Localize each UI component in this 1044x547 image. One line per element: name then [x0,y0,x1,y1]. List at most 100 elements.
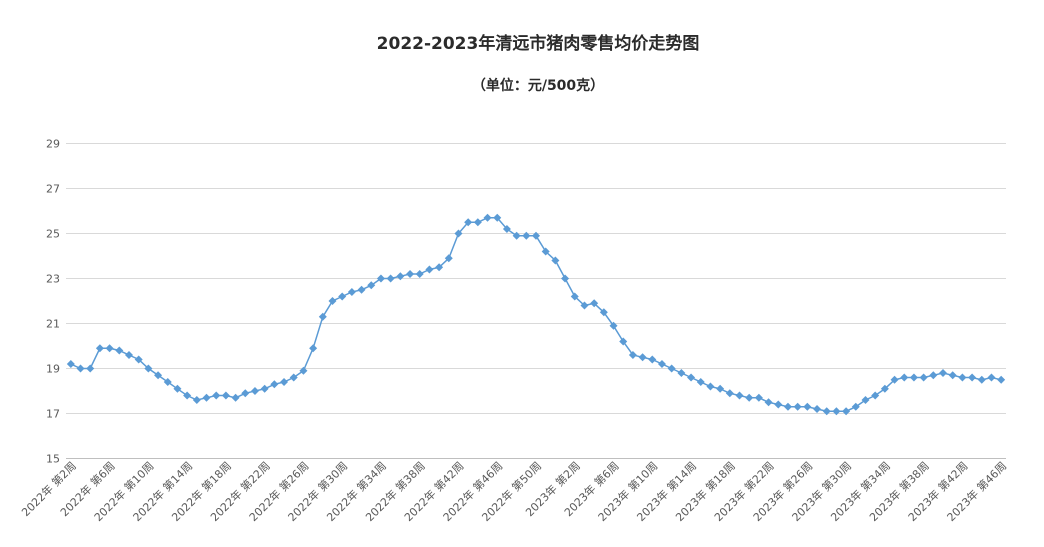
data-point [280,378,289,386]
data-point [958,373,967,382]
chart-title: 2022-2023年清远市猪肉零售均价走势图 [377,33,700,54]
data-point [415,270,424,278]
data-point [590,299,599,308]
data-point [95,344,104,353]
data-point [619,337,628,346]
y-tick-label: 21 [46,318,60,331]
data-point [987,373,996,382]
data-point [580,301,589,310]
data-point [299,366,308,375]
data-point [212,391,221,400]
data-point [551,256,560,265]
data-point [735,391,744,400]
data-point [948,371,957,380]
data-point [725,389,734,398]
data-point [687,373,696,382]
data-point [648,355,657,364]
data-point [890,375,899,384]
y-axis: 15 17 19 21 23 25 27 29 [46,138,60,466]
data-point [493,213,502,222]
data-point [338,292,347,301]
data-point [997,375,1006,384]
data-point [909,373,918,382]
data-point [871,391,880,400]
data-point [396,272,405,281]
data-point [376,274,385,283]
data-point [929,371,938,380]
data-point [609,321,618,330]
data-point [677,369,686,377]
data-point [939,369,948,377]
data-point [105,344,114,353]
data-point [667,364,676,373]
data-point [716,384,725,393]
data-point [813,405,822,413]
data-point [464,218,473,227]
data-point [764,398,773,407]
data-point [270,380,279,389]
data-point [842,407,851,416]
data-point [522,231,531,240]
data-point [512,231,521,240]
data-point [638,353,647,362]
data-point [454,229,463,238]
data-point [86,364,95,373]
data-point [134,355,143,364]
data-point [754,393,763,402]
data-point [76,364,85,373]
data-point [183,391,192,400]
data-point [386,274,395,283]
y-tick-label: 17 [46,408,60,421]
data-point [173,384,182,393]
data-point [483,213,492,222]
data-point [367,281,376,290]
data-point [570,292,579,301]
data-point [144,364,153,373]
data-point [774,400,783,409]
data-point [696,378,705,386]
data-point [706,382,715,391]
data-point [260,384,269,393]
data-point [561,274,570,283]
data-point [66,360,75,368]
y-tick-label: 15 [46,453,60,466]
y-tick-label: 25 [46,228,60,241]
data-point [347,288,356,296]
data-point [783,402,792,411]
chart-subtitle: （单位：元/500克） [472,77,604,94]
data-point [861,396,870,404]
data-point [231,393,240,402]
data-point [309,344,318,353]
data-point [221,391,230,400]
data-point [406,270,415,278]
data-point [977,375,986,384]
data-point [900,373,909,382]
series-price [66,213,1006,416]
data-point [968,373,977,382]
data-point [532,231,540,240]
data-point [803,402,812,411]
data-point [919,373,928,382]
y-tick-label: 23 [46,273,60,286]
data-point [192,396,201,404]
data-point [328,297,337,305]
y-tick-label: 19 [46,363,60,376]
data-point [851,402,860,411]
data-point [822,407,831,416]
data-point [318,312,327,321]
data-point [250,387,259,395]
data-point [425,265,434,274]
data-point [502,225,511,233]
data-point [745,393,754,402]
data-point [880,384,889,393]
data-point [202,393,211,402]
y-tick-label: 27 [46,183,60,196]
y-tick-label: 29 [46,138,60,151]
data-point [124,351,133,359]
data-point [473,218,482,227]
data-point [832,407,841,416]
data-point [541,247,550,256]
data-point [628,351,637,359]
